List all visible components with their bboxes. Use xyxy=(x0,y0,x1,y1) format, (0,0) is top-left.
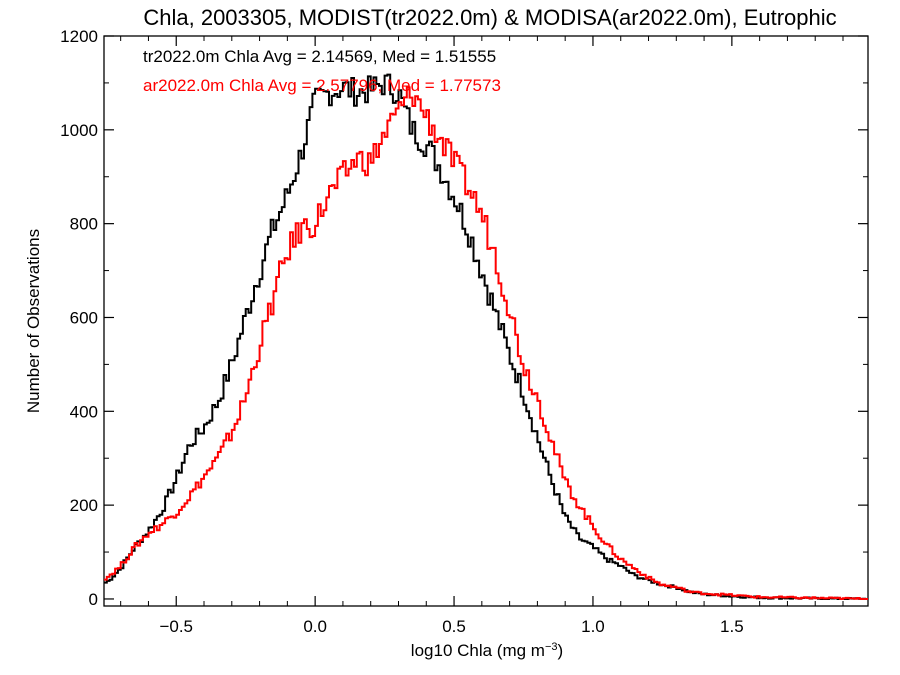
x-axis-label-main: log10 Chla (mg m xyxy=(411,641,545,660)
black-series-line xyxy=(104,73,868,600)
x-tick-label: 0.0 xyxy=(303,617,327,636)
x-axis-label-close: ) xyxy=(558,641,564,660)
y-tick-label: 600 xyxy=(70,308,98,327)
red-series-line xyxy=(104,86,868,600)
y-tick-label: 800 xyxy=(70,215,98,234)
x-axis-label-exponent: −3 xyxy=(545,641,558,653)
x-tick-label: 1.0 xyxy=(581,617,605,636)
x-axis-label: log10 Chla (mg m−3) xyxy=(411,641,563,660)
y-axis-label: Number of Observations xyxy=(24,229,43,413)
black-series-stats: tr2022.0m Chla Avg = 2.14569, Med = 1.51… xyxy=(143,47,496,66)
y-axis-ticks: 0 200 400 600 800 1000 1200 xyxy=(60,27,868,609)
y-tick-label: 200 xyxy=(70,496,98,515)
x-tick-label: 1.5 xyxy=(720,617,744,636)
y-tick-label: 1000 xyxy=(60,121,98,140)
x-tick-label: −0.5 xyxy=(159,617,193,636)
x-tick-label: 0.5 xyxy=(442,617,466,636)
plot-frame xyxy=(103,35,869,607)
y-tick-label: 400 xyxy=(70,402,98,421)
series-layer xyxy=(104,73,868,600)
chart-title: Chla, 2003305, MODIST(tr2022.0m) & MODIS… xyxy=(143,5,836,30)
x-axis-ticks: −0.5 0.0 0.5 1.0 1.5 xyxy=(120,36,844,636)
red-series-stats: ar2022.0m Chla Avg = 2.57796, Med = 1.77… xyxy=(143,76,501,95)
y-tick-label: 0 xyxy=(89,590,98,609)
y-tick-label: 1200 xyxy=(60,27,98,46)
